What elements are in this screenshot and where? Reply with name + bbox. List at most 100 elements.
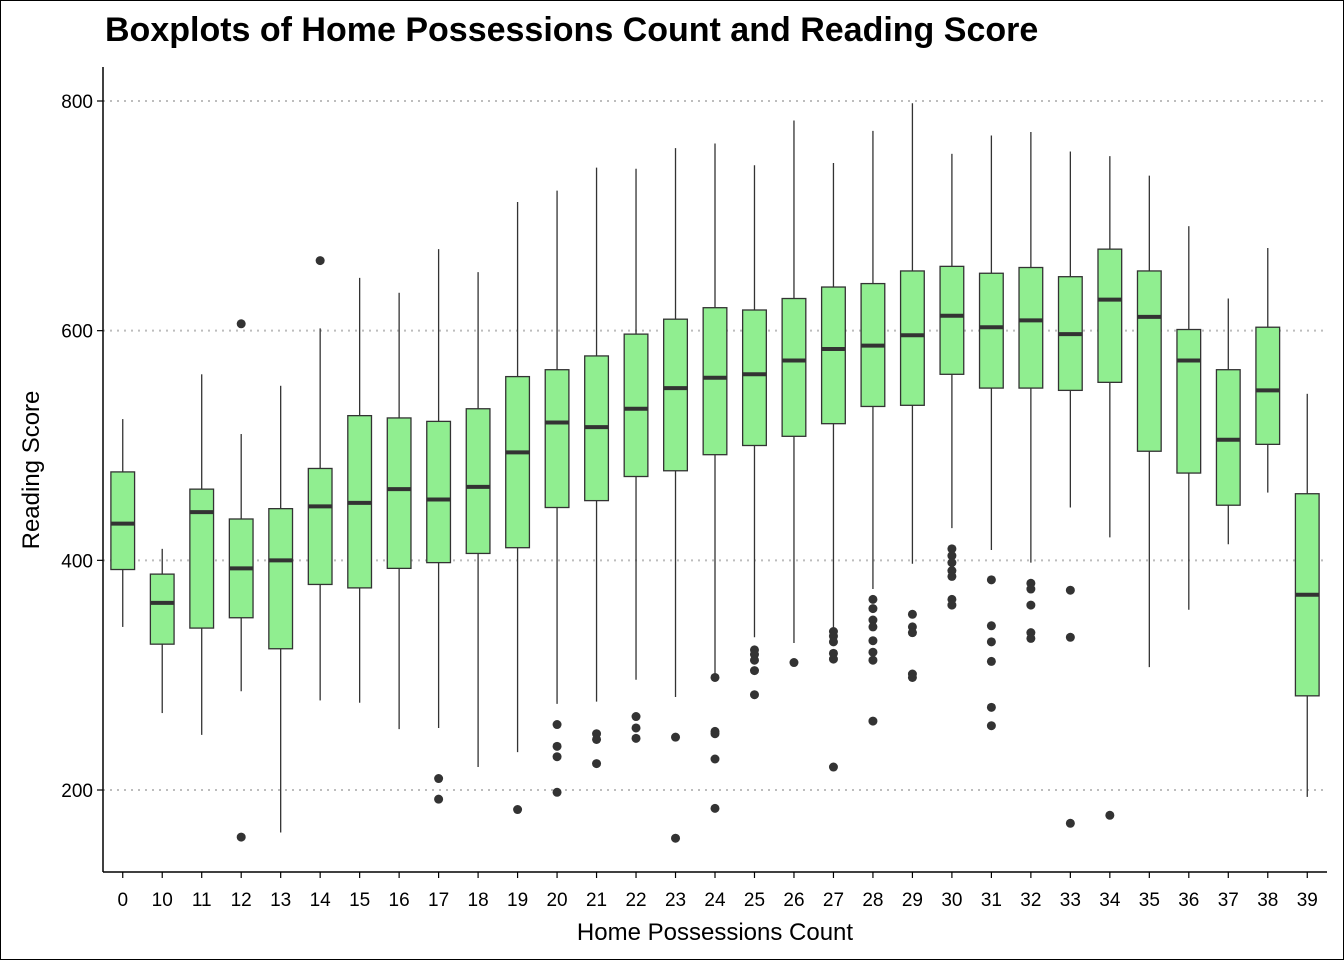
- box-group: [505, 202, 531, 815]
- outlier-point: [986, 621, 996, 631]
- box-group: [702, 143, 728, 813]
- x-tick-label: 11: [192, 890, 212, 911]
- outlier-point: [1065, 632, 1075, 642]
- box: [741, 309, 767, 447]
- outlier-point: [434, 794, 444, 804]
- x-tick-label: 22: [625, 890, 646, 911]
- outlier-point: [907, 628, 917, 638]
- outlier-point: [868, 716, 878, 726]
- box-group: [307, 256, 333, 701]
- outlier-point: [749, 655, 759, 665]
- box: [426, 420, 452, 564]
- outlier-point: [1026, 633, 1036, 643]
- x-tick-label: 39: [1297, 890, 1318, 911]
- x-tick-label: 20: [546, 890, 567, 911]
- outlier-point: [947, 571, 957, 581]
- outlier-point: [710, 729, 720, 739]
- outlier-point: [631, 723, 641, 733]
- x-tick-label: 27: [823, 890, 844, 911]
- x-tick-label: 21: [586, 890, 607, 911]
- axes: [97, 67, 1327, 878]
- box: [1215, 369, 1241, 506]
- y-tick-label: 200: [61, 781, 93, 802]
- box-group: [426, 249, 452, 804]
- box: [386, 417, 412, 570]
- box-group: [939, 153, 965, 610]
- x-tick-label: 37: [1218, 890, 1239, 911]
- x-tick-label: 15: [349, 890, 370, 911]
- box-group: [465, 272, 491, 768]
- x-tick-label: 36: [1178, 890, 1199, 911]
- box-group: [899, 103, 925, 682]
- box: [544, 369, 570, 509]
- outlier-point: [710, 672, 720, 682]
- outlier-point: [947, 600, 957, 610]
- x-tick-label: 12: [231, 890, 252, 911]
- chart-title: Boxplots of Home Possessions Count and R…: [105, 11, 1039, 49]
- box: [1136, 270, 1162, 452]
- box-group: [1255, 247, 1281, 493]
- box: [978, 272, 1004, 389]
- x-tick-label: 23: [665, 890, 686, 911]
- box: [781, 297, 807, 437]
- outlier-point: [236, 832, 246, 842]
- x-tick-label: 29: [902, 890, 923, 911]
- box: [820, 286, 846, 425]
- outlier-point: [552, 787, 562, 797]
- outlier-point: [1026, 600, 1036, 610]
- x-tick-label: 0: [117, 890, 128, 911]
- box: [465, 408, 491, 555]
- outlier-point: [552, 752, 562, 762]
- x-tick-label: 32: [1020, 890, 1041, 911]
- x-tick-label: 34: [1099, 890, 1121, 911]
- outlier-point: [631, 733, 641, 743]
- outlier-point: [828, 637, 838, 647]
- x-tick-label: 18: [468, 890, 489, 911]
- y-tick-label: 800: [61, 92, 93, 113]
- outlier-point: [868, 615, 878, 625]
- outlier-point: [907, 672, 917, 682]
- box-group: [781, 120, 807, 668]
- box-group: [1018, 132, 1044, 643]
- box: [268, 508, 294, 650]
- outlier-point: [986, 575, 996, 585]
- box: [1176, 328, 1202, 474]
- outlier-point: [868, 647, 878, 657]
- box-group: [820, 163, 846, 772]
- box-group: [189, 374, 215, 735]
- outlier-point: [868, 594, 878, 604]
- outlier-point: [1026, 584, 1036, 594]
- outlier-point: [236, 319, 246, 329]
- outlier-point: [868, 636, 878, 646]
- x-tick-label: 25: [744, 890, 765, 911]
- x-tick-label: 19: [507, 890, 528, 911]
- box: [1097, 248, 1123, 383]
- outlier-point: [552, 720, 562, 730]
- outlier-point: [907, 609, 917, 619]
- outlier-point: [710, 754, 720, 764]
- x-tick-label: 35: [1139, 890, 1160, 911]
- box: [149, 573, 175, 645]
- outlier-point: [749, 666, 759, 676]
- box-group: [347, 277, 373, 703]
- outlier-point: [592, 759, 602, 769]
- box-group: [110, 419, 136, 627]
- x-tick-label: 30: [941, 890, 962, 911]
- outlier-point: [868, 604, 878, 614]
- box-group: [584, 167, 610, 769]
- outlier-point: [986, 656, 996, 666]
- outlier-point: [710, 803, 720, 813]
- box: [663, 318, 689, 472]
- box: [505, 375, 531, 549]
- outlier-point: [1065, 585, 1075, 595]
- box-group: [268, 385, 294, 833]
- box: [939, 265, 965, 375]
- box-group: [1057, 151, 1083, 828]
- x-tick-label: 38: [1257, 890, 1278, 911]
- x-tick-label: 28: [862, 890, 883, 911]
- outlier-point: [947, 544, 957, 554]
- outlier-point: [671, 833, 681, 843]
- x-tick-label: 13: [270, 890, 291, 911]
- outlier-point: [749, 690, 759, 700]
